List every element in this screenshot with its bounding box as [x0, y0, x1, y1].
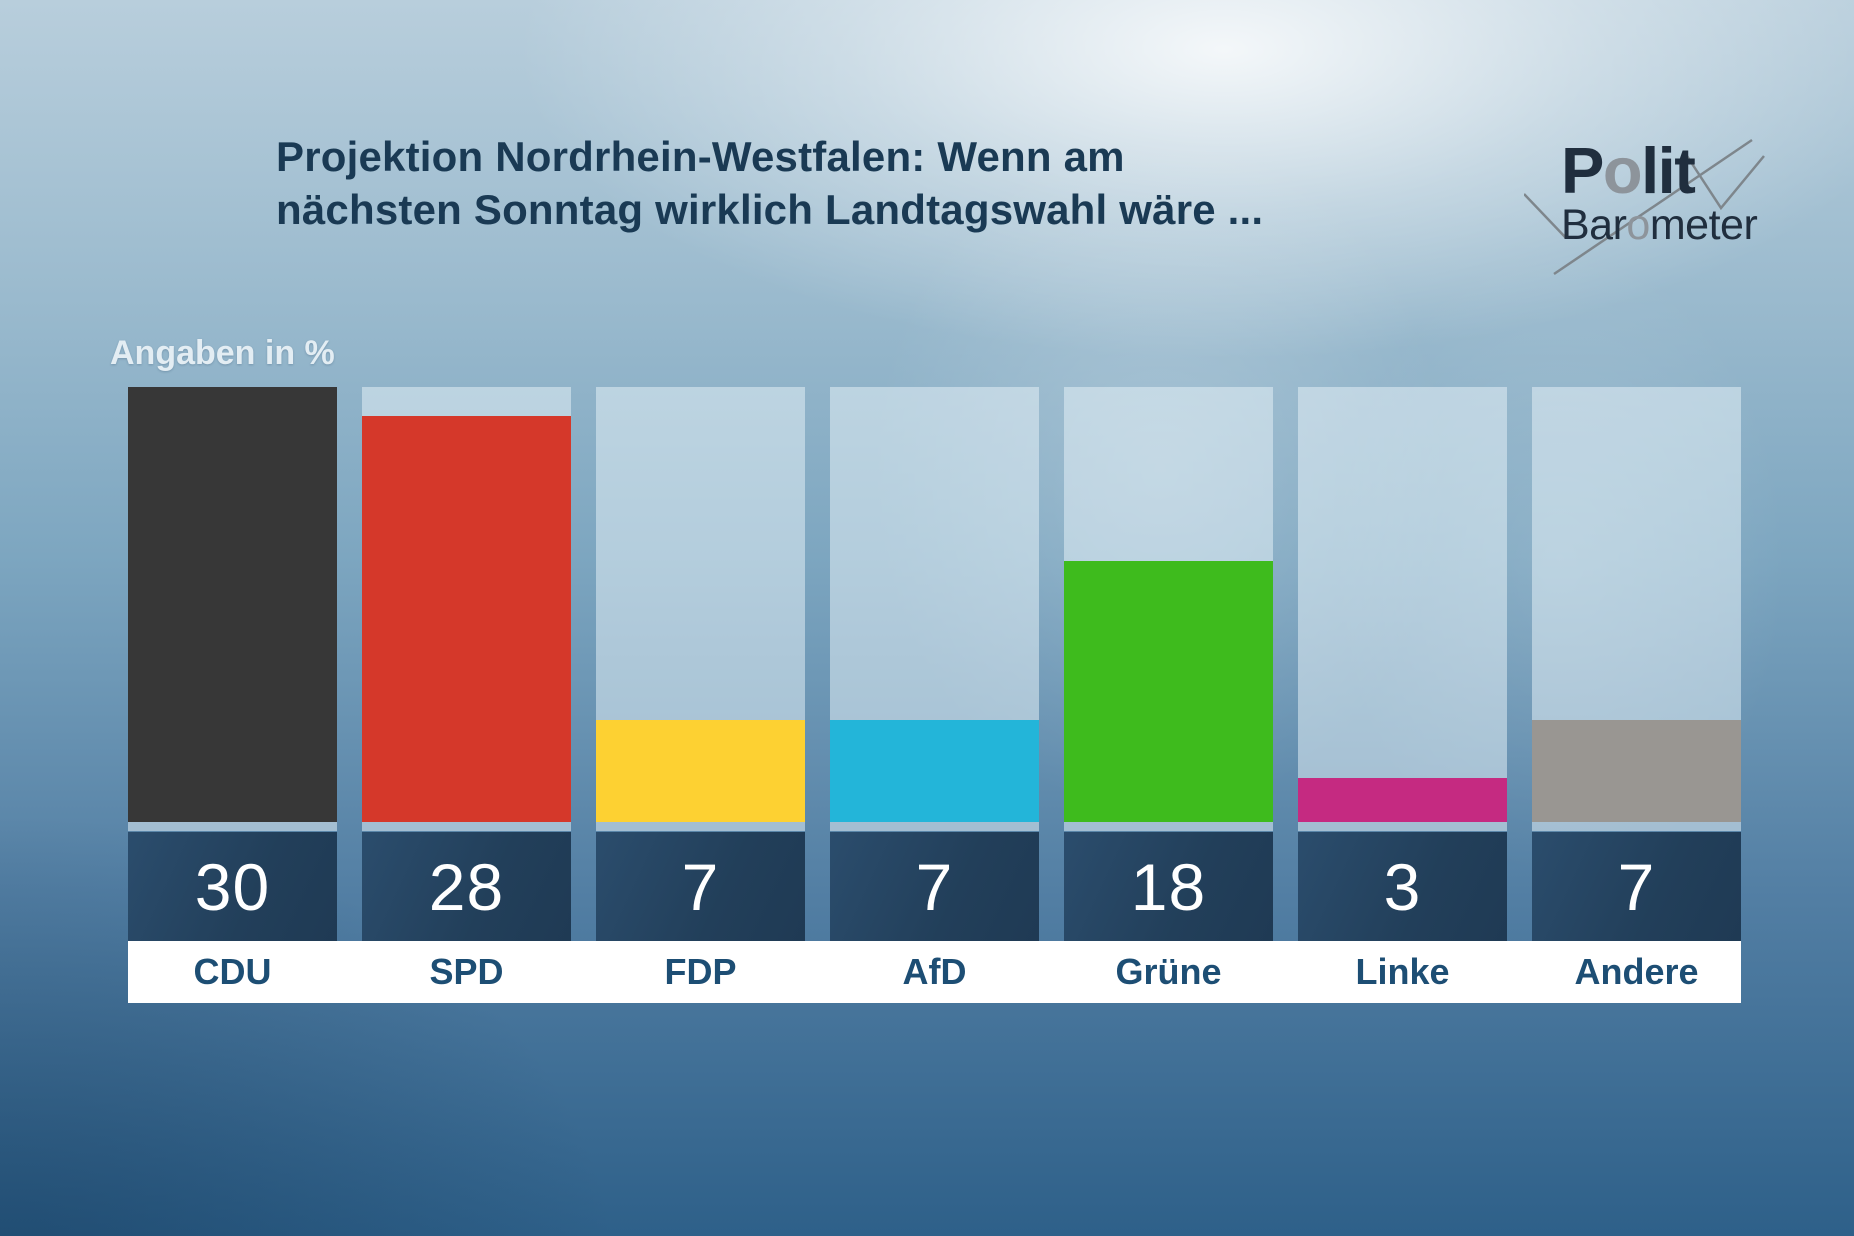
bar-spd: [362, 416, 571, 822]
bar-chart: 30 CDU 28 SPD 7 FDP 7 AfD 18 Grüne 3 Linke 7 Andere: [128, 387, 1741, 1003]
chart-column-linke: 3 Linke: [1298, 387, 1507, 1003]
logo-barometer-o: o: [1626, 201, 1650, 249]
chart-columns: 30 CDU 28 SPD 7 FDP 7 AfD 18 Grüne 3 Linke 7 Andere: [128, 387, 1741, 1003]
bar-grüne: [1064, 561, 1273, 822]
party-label: Grüne: [1115, 951, 1222, 992]
party-label: AfD: [902, 951, 967, 992]
bar-value: 7: [1617, 849, 1656, 924]
value-band: 7: [1532, 832, 1741, 941]
chart-column-spd: 28 SPD: [362, 387, 571, 1003]
bar-cdu: [128, 387, 337, 822]
chart-column-afd: 7 AfD: [830, 387, 1039, 1003]
logo-barometer-post: meter: [1649, 201, 1758, 249]
value-band: 7: [830, 832, 1039, 941]
value-band: 7: [596, 832, 805, 941]
chart-title-line2: nächsten Sonntag wirklich Landtagswahl w…: [276, 186, 1264, 233]
value-band: 18: [1064, 832, 1273, 941]
logo-text-barometer: Barometer: [1561, 201, 1758, 249]
party-labels-strip: [128, 941, 1741, 1003]
logo-text-polit: Polit: [1561, 138, 1696, 203]
logo-checkmark-icon: [1524, 138, 1765, 276]
party-label: Andere: [1574, 951, 1699, 992]
value-band: 28: [362, 832, 571, 941]
bar-fdp: [596, 720, 805, 822]
logo-polit-pre: P: [1561, 134, 1604, 207]
chart-column-andere: 7 Andere: [1532, 387, 1741, 1003]
party-label: FDP: [664, 951, 737, 992]
party-label: SPD: [429, 951, 504, 992]
unit-label: Angaben in %: [110, 334, 335, 372]
bar-value: 3: [1383, 849, 1422, 924]
logo-barometer-pre: Bar: [1561, 201, 1627, 249]
bar-linke: [1298, 778, 1507, 822]
bar-value: 30: [194, 849, 271, 924]
chart-column-grüne: 18 Grüne: [1064, 387, 1273, 1003]
chart-column-fdp: 7 FDP: [596, 387, 805, 1003]
bar-value: 7: [915, 849, 954, 924]
value-band: 30: [128, 832, 337, 941]
chart-column-cdu: 30 CDU: [128, 387, 337, 1003]
party-label: Linke: [1355, 951, 1450, 992]
chart-title: Projektion Nordrhein-Westfalen: Wenn am n…: [276, 130, 1263, 236]
chart-title-line1: Projektion Nordrhein-Westfalen: Wenn am: [276, 133, 1125, 180]
bar-value: 7: [681, 849, 720, 924]
bar-value: 18: [1130, 849, 1207, 924]
column-background: [1298, 387, 1507, 831]
party-label: CDU: [193, 951, 272, 992]
logo-polit-o: o: [1602, 134, 1643, 207]
logo-polit-post: lit: [1641, 134, 1696, 207]
politbarometer-logo: Polit Barometer: [1524, 116, 1854, 276]
value-band: 3: [1298, 832, 1507, 941]
bar-value: 28: [428, 849, 505, 924]
bar-afd: [830, 720, 1039, 822]
bar-andere: [1532, 720, 1741, 822]
